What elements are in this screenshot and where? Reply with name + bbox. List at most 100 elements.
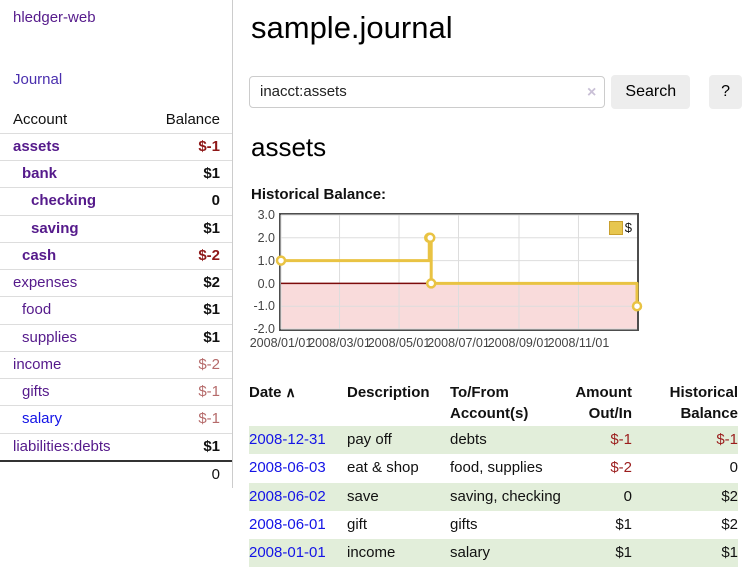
y-axis-tick-label: -1.0 [253, 299, 275, 314]
transactions-table: Date ∧ Description To/From Account(s) Amo… [249, 380, 738, 568]
historical-balance-chart: $ 3.0 2.0 1.0 0.0 -1.0 -2.0 2008/01/01 2008/03/… [249, 208, 742, 355]
app-brand-link[interactable]: hledger-web [13, 9, 96, 26]
column-header-amount: Amount Out/In [575, 384, 632, 423]
account-balance: $1 [145, 296, 232, 325]
clear-search-icon[interactable]: × [587, 83, 597, 101]
accounts-header-row: Account Balance [0, 106, 232, 134]
account-row: gifts $-1 [0, 378, 232, 407]
transaction-description: gift [347, 515, 368, 533]
legend-label: $ [624, 220, 632, 236]
transaction-date-cell: 2008-12-31 [249, 426, 347, 454]
account-balance: $1 [145, 215, 232, 243]
account-row: salary $-1 [0, 405, 232, 434]
accounts-table: Account Balance assets $-1 bank $1 checking 0… [0, 106, 232, 488]
transaction-accounts: gifts [450, 515, 478, 533]
main-content: sample.journal × Search ? assets Histori… [249, 0, 742, 568]
account-row: income $-2 [0, 351, 232, 380]
account-row: liabilities:debts $1 [0, 433, 232, 462]
account-balance: $-1 [145, 405, 232, 434]
chart-title: Historical Balance: [251, 185, 387, 203]
transaction-amount: $1 [615, 515, 632, 533]
account-balance: $-2 [145, 242, 232, 271]
account-row: bank $1 [0, 160, 232, 189]
transaction-date-link[interactable]: 2008-12-31 [249, 431, 326, 449]
x-axis-tick-label: 2008/07/01 [427, 336, 490, 351]
balance-chart-svg [275, 214, 643, 330]
transaction-row: 2008-12-31 pay off debts $-1 $-1 [249, 426, 738, 455]
account-cell: saving [0, 215, 146, 243]
account-link-bank[interactable]: bank [22, 165, 58, 182]
transaction-balance: 0 [729, 459, 738, 477]
account-row: assets $-1 [0, 133, 232, 162]
search-form: × Search ? [249, 74, 742, 109]
transaction-amount: $-2 [610, 459, 632, 477]
transaction-date-link[interactable]: 2008-06-02 [249, 487, 326, 505]
transaction-date-cell: 2008-01-01 [249, 539, 347, 567]
account-link-gifts[interactable]: gifts [22, 383, 50, 400]
account-link-liabilities-debts[interactable]: liabilities:debts [13, 437, 111, 455]
transaction-accounts: debts [450, 431, 487, 449]
account-link-income[interactable]: income [13, 355, 62, 373]
help-button[interactable]: ? [709, 74, 742, 109]
x-axis-tick-label: 2008/05/01 [367, 336, 431, 351]
y-axis-tick-label: 2.0 [257, 230, 275, 245]
account-cell: income [0, 351, 146, 380]
account-balance: $-1 [145, 133, 232, 162]
account-balance: 0 [145, 187, 232, 216]
transaction-accounts: food, supplies [450, 459, 543, 477]
transaction-date-link[interactable]: 2008-06-01 [249, 515, 326, 533]
transaction-date-link[interactable]: 2008-01-01 [249, 544, 326, 562]
account-balance: $-1 [145, 378, 232, 407]
column-header-date[interactable]: Date ∧ [249, 380, 347, 426]
account-cell: salary [0, 405, 146, 434]
account-cell: assets [0, 133, 146, 162]
transaction-description: income [347, 544, 396, 562]
account-cell: expenses [0, 269, 146, 298]
account-link-assets[interactable]: assets [13, 137, 60, 155]
transactions-header-row: Date ∧ Description To/From Account(s) Amo… [249, 380, 738, 426]
account-link-salary[interactable]: salary [22, 410, 63, 428]
transactions-table-body: 2008-12-31 pay off debts $-1 $-1 2008-06-03 ea… [249, 426, 738, 568]
account-link-food[interactable]: food [22, 301, 52, 319]
sidebar-item-journal[interactable]: Journal [13, 71, 63, 89]
transaction-balance: $2 [721, 515, 738, 533]
account-link-saving[interactable]: saving [31, 219, 79, 237]
transaction-amount: 0 [623, 487, 632, 505]
account-link-cash[interactable]: cash [22, 246, 57, 264]
account-row: food $1 [0, 296, 232, 325]
transaction-date-link[interactable]: 2008-06-03 [249, 459, 326, 477]
account-cell: bank [0, 160, 146, 189]
account-balance: $-2 [145, 351, 232, 380]
search-input[interactable] [249, 75, 606, 108]
transaction-date-cell: 2008-06-01 [249, 511, 347, 539]
account-row: supplies $1 [0, 324, 232, 352]
y-axis-tick-label: 3.0 [257, 208, 275, 223]
account-link-checking[interactable]: checking [31, 192, 97, 210]
account-link-supplies[interactable]: supplies [22, 328, 78, 346]
transaction-accounts: salary [450, 544, 491, 562]
x-axis-tick-label: 2008/03/01 [308, 336, 371, 351]
search-button[interactable]: Search [611, 74, 691, 109]
transaction-row: 2008-06-02 save saving, checking 0 $2 [249, 482, 738, 511]
transaction-amount: $1 [615, 544, 632, 562]
x-axis-tick-label: 2008/09/01 [487, 336, 551, 351]
transaction-row: 2008-06-01 gift gifts $1 $2 [249, 511, 738, 539]
accounts-table-body: assets $-1 bank $1 checking 0 saving $1 cash $-2 e… [0, 133, 232, 462]
legend-swatch-icon [608, 220, 623, 235]
y-axis-tick-label: 1.0 [257, 253, 275, 268]
accounts-total-row: 0 [0, 459, 232, 488]
transaction-balance: $-1 [716, 431, 738, 449]
account-cell: liabilities:debts [0, 433, 146, 462]
date-header-label: Date [249, 384, 282, 402]
account-cell: food [0, 296, 146, 325]
account-cell: cash [0, 242, 146, 271]
transaction-accounts: saving, checking [450, 487, 561, 505]
account-cell: checking [0, 187, 146, 216]
page-title: sample.journal [251, 10, 453, 45]
account-balance: $1 [145, 433, 232, 462]
account-heading: assets [251, 131, 327, 162]
transaction-balance: $2 [721, 487, 738, 505]
column-header-accounts: To/From Account(s) [450, 384, 529, 423]
account-link-expenses[interactable]: expenses [13, 274, 78, 291]
accounts-total-value: 0 [145, 459, 232, 488]
